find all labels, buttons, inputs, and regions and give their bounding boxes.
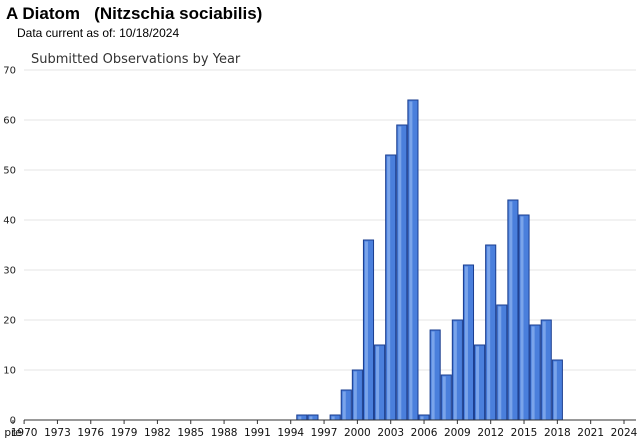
species-title: A Diatom (Nitzschia sociabilis)	[6, 4, 263, 23]
bar-highlight	[520, 216, 524, 420]
bar-highlight	[553, 361, 557, 420]
x-tick-label: 2018	[544, 427, 571, 439]
bar-highlight	[542, 321, 546, 420]
x-tick-label: 2015	[511, 427, 538, 439]
bar-highlight	[453, 321, 457, 420]
bar-highlight	[309, 416, 313, 420]
bar-highlight	[353, 371, 357, 420]
x-tick-label: 1997	[311, 427, 338, 439]
x-tick-label: 1985	[177, 427, 204, 439]
bar-highlight	[476, 346, 480, 420]
bar-highlight	[364, 241, 368, 420]
bar-highlight	[376, 346, 380, 420]
y-tick-label: 10	[3, 366, 16, 377]
bar-highlight	[298, 416, 302, 420]
bar-highlight	[487, 246, 491, 420]
currency-label: Data current as of:	[17, 26, 116, 40]
y-tick-label: 20	[3, 316, 16, 327]
bar-highlight	[531, 326, 535, 420]
x-tick-label: 2006	[411, 427, 438, 439]
data-currency-line: Data current as of: 10/18/2024	[17, 26, 179, 40]
y-tick-label: 70	[3, 66, 16, 77]
bar-highlight	[464, 266, 468, 420]
bar-highlight	[420, 416, 424, 420]
x-tick-label: 1991	[244, 427, 271, 439]
bar-highlight	[398, 126, 402, 420]
x-tick-label: 1979	[111, 427, 138, 439]
bar-highlight	[509, 201, 513, 420]
chart-title: Submitted Observations by Year	[31, 52, 241, 67]
y-tick-label: 60	[3, 116, 16, 127]
x-tick-label: 1988	[211, 427, 238, 439]
x-tick-label: 2003	[377, 427, 404, 439]
x-tick-label: 1976	[77, 427, 104, 439]
bar-highlight	[431, 331, 435, 420]
bars: 1995: 11996: 11998: 11999: 62000: 102001…	[296, 99, 563, 421]
x-tick-label: 2024	[611, 427, 638, 439]
bar-highlight	[331, 416, 335, 420]
x-tick-label: 1982	[144, 427, 171, 439]
bar-highlight	[409, 101, 413, 420]
currency-date: 10/18/2024	[119, 26, 180, 40]
x-tick-label: 1994	[277, 427, 304, 439]
y-tick-label: 40	[3, 216, 16, 227]
x-tick-label: 2021	[577, 427, 604, 439]
x-tick-label: 2009	[444, 427, 471, 439]
bar-highlight	[387, 156, 391, 420]
y-axis: 010203040506070	[3, 66, 16, 427]
bar-highlight	[342, 391, 346, 420]
bar-highlight	[442, 376, 446, 420]
x-tick-label: 2012	[477, 427, 504, 439]
y-tick-label: 30	[3, 266, 16, 277]
x-tick-label: 2000	[344, 427, 371, 439]
bar-highlight	[498, 306, 502, 420]
x-tick-label: 1970	[11, 427, 38, 439]
y-tick-label: 50	[3, 166, 16, 177]
x-tick-label: pre	[4, 427, 21, 439]
x-tick-label: 1973	[44, 427, 71, 439]
gridlines	[24, 69, 636, 371]
